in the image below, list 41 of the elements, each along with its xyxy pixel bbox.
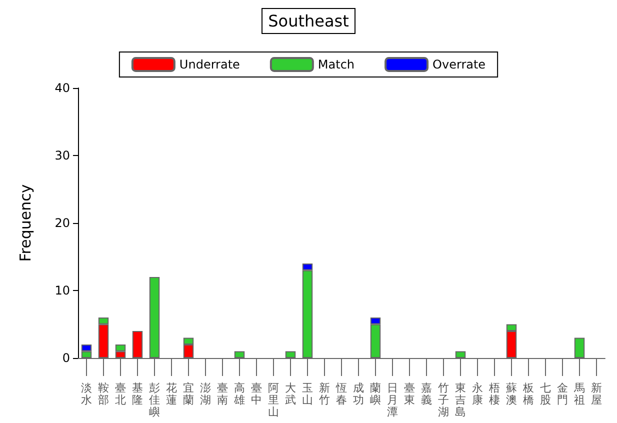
x-tick-label: 蘭嶼: [370, 382, 381, 406]
x-tick-label: 臺東: [404, 382, 415, 406]
x-tick-label: 淡水: [81, 382, 92, 406]
x-tick-label: 梧棲: [488, 382, 500, 406]
y-tick-label: 0: [62, 351, 70, 365]
x-tick-label: 宜蘭: [183, 382, 194, 406]
x-tick-label: 阿里山: [268, 382, 279, 418]
x-tick-label: 玉山: [302, 382, 313, 406]
x-tick-label: 基隆: [132, 382, 143, 406]
x-tick-label: 竹子湖: [438, 382, 449, 418]
x-tick-label: 板橋: [522, 382, 534, 406]
x-tick-label: 澎湖: [200, 382, 211, 406]
y-axis-title: Frequency: [16, 184, 34, 262]
x-tick-label: 金門: [557, 382, 568, 406]
x-tick-label: 高雄: [233, 382, 245, 406]
x-tick-label: 馬祖: [573, 382, 585, 406]
x-tick-label: 臺中: [251, 382, 262, 406]
x-tick-label: 新屋: [591, 382, 602, 406]
x-tick-label: 新竹: [319, 382, 330, 406]
x-tick-label: 臺南: [217, 382, 228, 406]
x-tick-label: 日月潭: [387, 382, 398, 418]
legend-label: Underrate: [179, 58, 240, 72]
legend-label: Match: [318, 58, 355, 72]
x-tick-label: 嘉義: [421, 382, 432, 406]
x-tick-label: 永康: [472, 382, 483, 406]
y-tick-label: 10: [54, 284, 70, 298]
x-tick-label: 成功: [353, 382, 364, 406]
legend-label: Overrate: [432, 58, 486, 72]
x-tick-label: 蘇澳: [506, 382, 517, 406]
x-tick-label: 鞍部: [98, 382, 109, 406]
x-tick-label: 臺北: [115, 382, 126, 406]
x-tick-label: 大武: [285, 382, 296, 406]
chart-title: Southeast: [268, 12, 349, 30]
x-tick-label: 七股: [540, 382, 551, 406]
y-tick-label: 40: [54, 81, 70, 95]
x-tick-label: 花蓮: [166, 382, 177, 406]
x-tick-label: 彭佳嶼: [149, 382, 160, 418]
y-tick-label: 20: [54, 216, 70, 230]
x-tick-label: 恆春: [335, 382, 347, 406]
y-tick-label: 30: [54, 148, 70, 162]
x-tick-label: 東吉島: [455, 382, 466, 418]
